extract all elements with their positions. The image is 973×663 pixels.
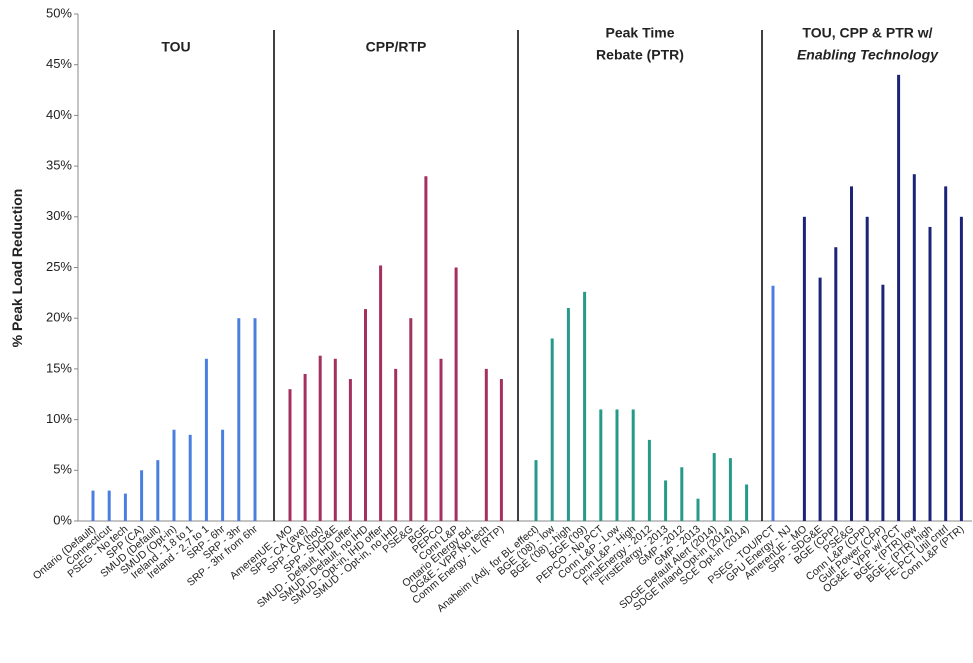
bar: [599, 409, 603, 521]
bar: [454, 267, 458, 521]
y-tick-label: 25%: [46, 259, 72, 274]
bar: [91, 490, 95, 521]
bar: [288, 389, 292, 521]
group-title: CPP/RTP: [366, 39, 427, 55]
bar: [204, 358, 208, 521]
bar: [615, 409, 619, 521]
y-tick-label: 40%: [46, 107, 72, 122]
bar: [928, 226, 932, 521]
bar: [897, 74, 901, 521]
bar: [881, 284, 885, 521]
bar: [771, 285, 775, 521]
bar: [802, 216, 806, 522]
bar: [696, 498, 700, 521]
bar: [550, 338, 554, 521]
bar: [333, 358, 337, 521]
y-tick-label: 30%: [46, 208, 72, 223]
bar: [631, 409, 635, 521]
bar: [834, 247, 838, 521]
bar: [424, 176, 428, 522]
group-title: Rebate (PTR): [596, 47, 684, 63]
bar: [959, 216, 963, 522]
bar: [237, 318, 241, 521]
y-tick-label: 20%: [46, 310, 72, 325]
y-tick-label: 0%: [53, 512, 72, 527]
bar: [728, 458, 732, 521]
bar: [534, 460, 538, 521]
bar: [680, 467, 684, 521]
bar: [409, 318, 413, 521]
y-tick-label: 10%: [46, 411, 72, 426]
bar: [318, 355, 322, 521]
bar: [364, 309, 367, 521]
bar: [712, 453, 716, 521]
bar: [850, 186, 853, 521]
bar: [253, 318, 257, 521]
bar: [865, 216, 869, 522]
bar: [439, 358, 443, 521]
bar: [221, 429, 225, 521]
bar: [818, 277, 822, 521]
bar: [303, 373, 307, 521]
bar: [499, 379, 503, 521]
bar: [944, 186, 948, 521]
bar: [745, 484, 749, 521]
bar: [140, 470, 144, 521]
bar: [172, 429, 176, 521]
bar: [484, 368, 488, 521]
y-tick-label: 35%: [46, 158, 72, 173]
y-tick-label: 15%: [46, 360, 72, 375]
group-title: Enabling Technology: [797, 47, 939, 63]
bar: [583, 291, 587, 521]
bar: [156, 460, 160, 521]
bar: [107, 490, 111, 521]
group-title: TOU: [161, 39, 190, 55]
y-tick-label: 50%: [46, 5, 72, 20]
bar: [394, 368, 398, 521]
bar: [912, 174, 916, 521]
bar: [566, 308, 570, 521]
bar: [664, 480, 668, 521]
y-tick-label: 45%: [46, 56, 72, 71]
bar: [348, 379, 352, 521]
y-tick-label: 5%: [53, 462, 72, 477]
bar: [188, 434, 192, 521]
group-title: TOU, CPP & PTR w/: [802, 25, 932, 41]
bar: [379, 265, 383, 521]
bar: [123, 493, 127, 521]
group-title: Peak Time: [605, 25, 674, 41]
bar: [647, 439, 651, 521]
y-axis-label: % Peak Load Reduction: [9, 189, 25, 348]
